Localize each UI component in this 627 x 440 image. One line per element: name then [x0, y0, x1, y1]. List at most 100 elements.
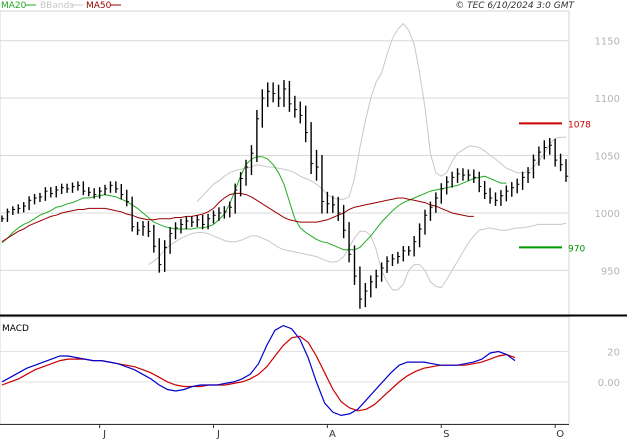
price-bar — [337, 196, 341, 221]
x-tick-label: J — [102, 429, 106, 440]
bollinger-bands — [148, 22, 567, 291]
price-bar — [532, 154, 536, 179]
price-bar — [397, 251, 401, 264]
price-bar — [549, 137, 552, 155]
price-bar — [364, 282, 368, 308]
price-bar — [294, 95, 298, 118]
price-bar — [342, 204, 346, 239]
price-bar — [494, 192, 498, 206]
price-bar — [521, 171, 525, 190]
price-bar — [359, 266, 363, 309]
price-bar — [462, 168, 466, 181]
price-bar — [348, 222, 352, 263]
price-bar — [71, 182, 75, 193]
price-bar — [6, 208, 10, 222]
level-label-1078: 1078 — [568, 120, 591, 130]
price-bar — [559, 153, 563, 172]
ma20-line — [1, 156, 507, 251]
price-bar — [245, 159, 249, 186]
price-bar — [543, 140, 547, 160]
price-bar — [60, 183, 64, 195]
price-bar — [408, 246, 411, 256]
price-bar — [467, 169, 471, 181]
ma50-line — [1, 192, 474, 243]
price-bar — [473, 169, 477, 183]
price-bar — [191, 216, 195, 227]
price-bar — [321, 154, 325, 214]
price-bar — [55, 185, 59, 198]
price-bar — [17, 204, 21, 214]
price-bar — [131, 196, 135, 232]
price-bar — [12, 206, 16, 216]
price-y-tick-label: 1100 — [595, 94, 620, 105]
price-bar — [88, 187, 91, 197]
price-bar — [299, 101, 303, 124]
price-bar — [402, 246, 406, 262]
legend-bbands-label: BBands — [40, 1, 74, 11]
price-bar — [418, 223, 422, 248]
price-bar — [554, 138, 558, 167]
price-bar — [483, 180, 487, 200]
price-bar — [315, 149, 319, 181]
price-bar — [115, 181, 119, 193]
price-bar — [234, 183, 238, 214]
price-bar — [50, 187, 54, 198]
price-bar — [489, 187, 493, 204]
price-bar — [353, 245, 357, 285]
price-bar — [538, 146, 542, 166]
price-bar — [527, 167, 531, 183]
x-tick-label: J — [216, 429, 220, 440]
level-markers: 1078 970 — [519, 120, 591, 254]
price-bar — [120, 184, 124, 200]
price-bar — [212, 210, 216, 224]
price-panel-frame — [0, 10, 570, 316]
macd-line — [1, 324, 516, 417]
price-bar — [283, 80, 287, 107]
moving-averages — [1, 156, 507, 251]
x-tick-label: O — [556, 429, 564, 440]
bb_upper-line — [196, 22, 566, 202]
price-bar — [516, 178, 520, 194]
price-bar — [185, 216, 189, 230]
price-bar — [77, 181, 81, 191]
price-bar — [1, 215, 5, 222]
price-bar — [33, 194, 37, 205]
price-bar — [39, 192, 43, 203]
price-bar — [196, 215, 200, 227]
price-bar — [332, 195, 336, 213]
price-bar — [218, 207, 222, 221]
price-bar — [93, 188, 97, 199]
price-bar — [136, 221, 140, 235]
price-bar — [239, 172, 243, 197]
price-bar — [391, 254, 395, 267]
price-bar — [424, 209, 428, 235]
price-bar — [326, 191, 330, 214]
price-bar — [451, 171, 455, 188]
price-bar — [511, 182, 514, 197]
price-bar — [180, 218, 184, 234]
macd-panel-frame — [0, 316, 570, 425]
price-y-tick-label: 1000 — [595, 209, 620, 220]
price-bar — [158, 238, 162, 273]
x-tick-label: S — [443, 429, 449, 440]
price-bar — [174, 222, 178, 240]
legend-ma50-label: MA50 — [86, 1, 112, 11]
price-bar — [169, 227, 173, 254]
price-bar — [142, 221, 146, 236]
price-bar — [386, 256, 390, 273]
price-bar — [267, 82, 270, 107]
price-bar — [163, 240, 167, 272]
price-bar — [109, 181, 113, 193]
price-bar — [505, 185, 509, 202]
price-bar — [82, 181, 86, 196]
price-bar — [256, 109, 260, 163]
macd-y-tick-labels: 0.00 20 — [598, 347, 620, 388]
price-bar — [500, 190, 504, 206]
macd-y-tick-label: 0.00 — [598, 378, 620, 389]
price-bar — [98, 187, 102, 199]
bb_lower-line — [148, 222, 567, 291]
price-bar — [22, 202, 26, 213]
legend-ma20-label: MA20 — [1, 1, 27, 11]
level-label-970: 970 — [568, 244, 585, 254]
